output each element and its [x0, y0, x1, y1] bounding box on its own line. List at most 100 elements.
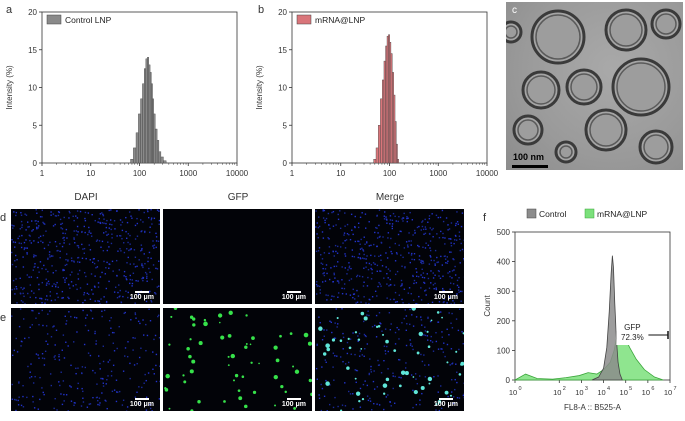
nucleus-dot	[350, 353, 352, 355]
nucleus-dot	[352, 233, 354, 236]
nucleus-dot	[325, 294, 327, 296]
nucleus-dot	[378, 404, 381, 406]
nucleus-dot	[337, 323, 339, 325]
nucleus-dot	[456, 284, 459, 287]
nucleus-dot	[24, 213, 26, 215]
x-tick-label: 1	[290, 169, 295, 178]
nucleus-dot	[22, 288, 24, 291]
nucleus-dot	[131, 217, 133, 219]
nucleus-dot	[156, 286, 159, 288]
nucleus-dot	[329, 384, 331, 386]
gfp-spot	[336, 316, 339, 320]
nucleus-dot	[89, 403, 92, 405]
vesicle-inner	[526, 75, 556, 105]
nucleus-dot	[335, 250, 337, 253]
nucleus-dot	[424, 334, 427, 337]
nucleus-dot	[354, 226, 356, 229]
nucleus-dot	[66, 237, 68, 239]
nucleus-dot	[400, 230, 402, 233]
nucleus-dot	[77, 261, 79, 263]
nucleus-dot	[406, 220, 408, 223]
nucleus-dot	[68, 217, 70, 219]
gfp-spot	[331, 338, 336, 342]
nucleus-dot	[361, 257, 364, 259]
x-tick-exponent: 7	[673, 386, 676, 392]
nucleus-dot	[405, 241, 408, 243]
nucleus-dot	[41, 267, 43, 270]
nucleus-dot	[437, 261, 440, 263]
nucleus-dot	[429, 247, 431, 249]
nucleus-dot	[121, 229, 124, 232]
nucleus-dot	[352, 288, 354, 291]
y-tick-label: 300	[497, 287, 511, 296]
nucleus-dot	[450, 391, 453, 393]
scale-bar: 100 μm	[434, 291, 458, 301]
nucleus-dot	[446, 302, 448, 304]
nucleus-dot	[146, 273, 148, 275]
nucleus-dot	[402, 256, 404, 259]
nucleus-dot	[455, 239, 458, 241]
nucleus-dot	[438, 270, 440, 273]
nucleus-dot	[63, 357, 66, 359]
x-tick-label: 10	[664, 388, 672, 397]
nucleus-dot	[41, 357, 44, 359]
nucleus-dot	[43, 222, 45, 225]
nucleus-dot	[105, 301, 108, 304]
nucleus-dot	[421, 392, 423, 395]
nucleus-dot	[111, 390, 114, 393]
nucleus-dot	[389, 215, 392, 217]
nucleus-dot	[410, 240, 412, 242]
nucleus-dot	[360, 301, 362, 303]
nucleus-dot	[438, 301, 441, 303]
nucleus-dot	[81, 230, 83, 233]
nucleus-dot	[40, 240, 42, 242]
nucleus-dot	[413, 258, 416, 261]
nucleus-dot	[57, 214, 60, 217]
nucleus-dot	[433, 376, 435, 378]
nucleus-dot	[370, 365, 372, 368]
nucleus-dot	[68, 243, 71, 245]
nucleus-dot	[356, 289, 358, 292]
gfp-spot	[250, 361, 253, 364]
nucleus-dot	[57, 249, 59, 252]
nucleus-dot	[446, 256, 449, 258]
nucleus-dot	[353, 293, 356, 295]
nucleus-dot	[134, 313, 137, 316]
nucleus-dot	[406, 217, 408, 220]
nucleus-dot	[108, 227, 110, 229]
y-tick-label: 100	[497, 346, 511, 355]
nucleus-dot	[14, 398, 16, 401]
nucleus-dot	[424, 376, 427, 378]
nucleus-dot	[365, 266, 367, 268]
nucleus-dot	[379, 322, 381, 324]
nucleus-dot	[134, 302, 136, 304]
nucleus-dot	[50, 255, 53, 257]
nucleus-dot	[348, 262, 350, 264]
nucleus-dot	[138, 402, 140, 405]
nucleus-dot	[320, 262, 322, 264]
nucleus-dot	[49, 241, 51, 244]
nucleus-dot	[324, 219, 326, 222]
nucleus-dot	[429, 340, 432, 342]
legend-swatch	[46, 14, 62, 25]
nucleus-dot	[342, 360, 344, 363]
nucleus-dot	[422, 262, 425, 264]
nucleus-dot	[404, 367, 407, 369]
nucleus-dot	[378, 209, 381, 211]
nucleus-dot	[337, 296, 339, 298]
nucleus-dot	[158, 398, 160, 400]
scale-bar: 100 μm	[434, 398, 458, 408]
nucleus-dot	[409, 211, 411, 214]
gfp-spot	[228, 310, 233, 316]
gfp-spot	[363, 316, 368, 321]
nucleus-dot	[424, 326, 426, 328]
nucleus-dot	[333, 379, 335, 381]
nucleus-dot	[449, 364, 451, 366]
nucleus-dot	[75, 215, 77, 217]
nucleus-dot	[87, 329, 90, 332]
nucleus-dot	[316, 285, 319, 287]
nucleus-dot	[401, 298, 403, 301]
nucleus-dot	[105, 383, 107, 385]
nucleus-dot	[318, 285, 321, 288]
nucleus-dot	[326, 410, 328, 411]
